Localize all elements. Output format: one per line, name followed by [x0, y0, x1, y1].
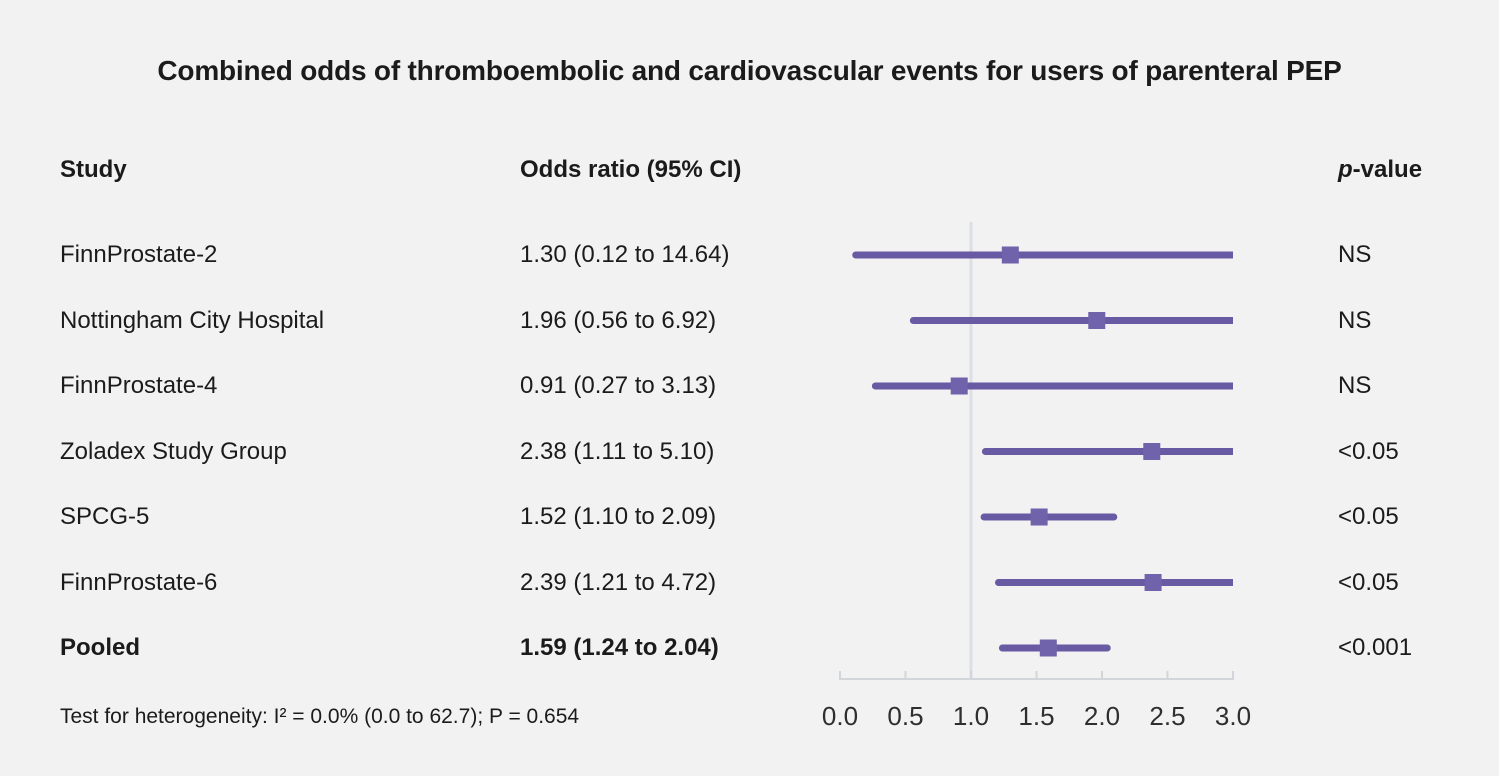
odds-ratio-value: 1.59 (1.24 to 2.04) — [520, 634, 719, 661]
odds-ratio-value: 1.96 (0.56 to 6.92) — [520, 306, 717, 334]
odds-ratio-value: 2.39 (1.21 to 4.72) — [520, 568, 717, 596]
x-axis-tick-label: 2.0 — [1084, 701, 1120, 731]
x-axis-tick-label: 3.0 — [1215, 701, 1251, 731]
p-value: <0.05 — [1338, 437, 1399, 465]
table-row: FinnProstate-6 2.39 (1.21 to 4.72) <0.05 — [0, 568, 1499, 598]
p-value-header-rest: -value — [1352, 156, 1423, 183]
study-name: SPCG-5 — [60, 503, 150, 530]
study-name: Pooled — [60, 634, 141, 661]
table-row: Pooled 1.59 (1.24 to 2.04) <0.001 — [0, 633, 1499, 663]
chart-title: Combined odds of thromboembolic and card… — [157, 55, 1342, 86]
pooled-estimate-marker — [1039, 639, 1057, 657]
table-row: Zoladex Study Group 2.38 (1.11 to 5.10) … — [0, 437, 1499, 467]
study-name: FinnProstate-4 — [60, 372, 218, 399]
ci-cap-high — [1110, 513, 1118, 521]
ci-cap-low — [909, 317, 917, 324]
p-value: <0.05 — [1338, 568, 1399, 596]
point-estimate-marker — [1030, 508, 1048, 526]
x-axis-tick-label: 1.5 — [1018, 701, 1054, 731]
heterogeneity-note: Test for heterogeneity: I² = 0.0% (0.0 t… — [60, 705, 580, 728]
x-axis-tick-label: 0.5 — [887, 701, 923, 731]
p-value: NS — [1338, 306, 1372, 334]
p-value: <0.05 — [1338, 503, 1399, 530]
study-name: Zoladex Study Group — [60, 437, 287, 465]
column-header-study: Study — [60, 156, 127, 183]
point-estimate-marker — [1143, 443, 1161, 460]
table-row: SPCG-5 1.52 (1.10 to 2.09) <0.05 — [0, 502, 1499, 532]
ci-cap-low — [998, 644, 1006, 652]
p-value: NS — [1338, 372, 1372, 399]
ci-cap-low — [852, 251, 860, 259]
x-axis-tick-label: 0.0 — [822, 701, 858, 731]
column-header-p-value: p-value — [1338, 155, 1422, 185]
p-value-header-italic-p: p — [1338, 156, 1353, 183]
odds-ratio-value: 0.91 (0.27 to 3.13) — [520, 372, 717, 399]
x-axis-tick-label: 2.5 — [1149, 701, 1185, 731]
point-estimate-marker — [1088, 312, 1106, 329]
ci-cap-high — [1103, 644, 1111, 652]
point-estimate-marker — [1144, 574, 1162, 591]
ci-cap-low — [871, 382, 879, 390]
table-row: FinnProstate-4 0.91 (0.27 to 3.13) NS — [0, 371, 1499, 401]
point-estimate-marker — [1001, 246, 1019, 264]
ci-cap-low — [995, 579, 1003, 586]
odds-ratio-value: 1.30 (0.12 to 14.64) — [520, 241, 730, 268]
study-name: FinnProstate-6 — [60, 568, 218, 596]
table-row: FinnProstate-2 1.30 (0.12 to 14.64) NS — [0, 240, 1499, 270]
odds-ratio-value: 2.38 (1.11 to 5.10) — [520, 437, 715, 465]
x-axis-tick-label: 1.0 — [953, 701, 989, 731]
ci-cap-low — [981, 448, 989, 455]
point-estimate-marker — [950, 377, 968, 395]
study-name: Nottingham City Hospital — [60, 306, 325, 334]
table-row: Nottingham City Hospital 1.96 (0.56 to 6… — [0, 306, 1499, 336]
ci-cap-low — [980, 513, 988, 521]
p-value: <0.001 — [1338, 634, 1413, 661]
p-value: NS — [1338, 241, 1372, 268]
study-name: FinnProstate-2 — [60, 241, 218, 268]
column-header-odds-ratio: Odds ratio (95% CI) — [520, 156, 742, 183]
odds-ratio-value: 1.52 (1.10 to 2.09) — [520, 503, 717, 530]
